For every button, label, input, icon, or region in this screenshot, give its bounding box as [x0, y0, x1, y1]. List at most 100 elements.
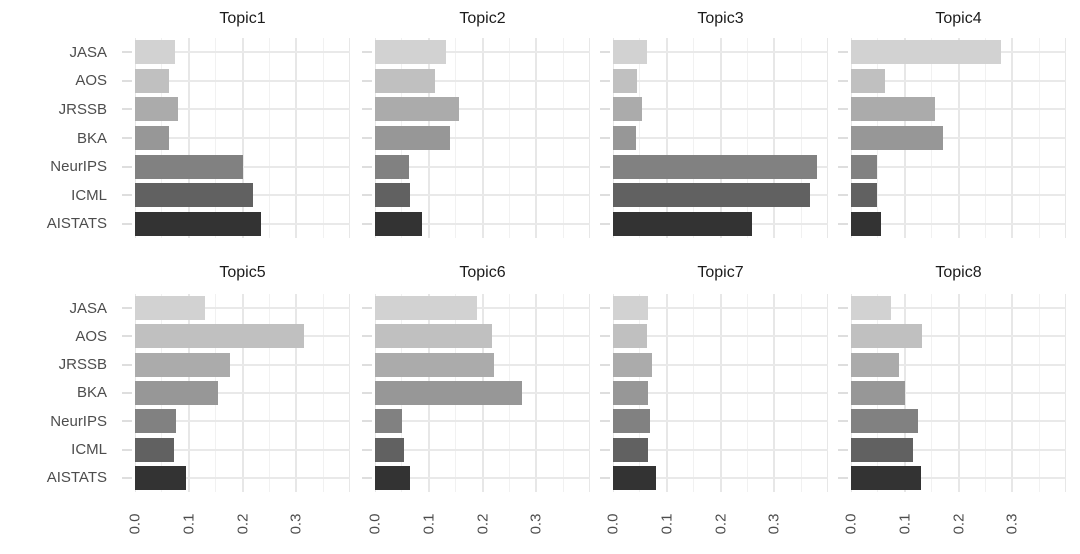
y-axis-label-aistats: AISTATS	[46, 469, 107, 487]
gridline-category	[851, 108, 1066, 111]
bar-topic7-jrssb	[613, 352, 653, 377]
y-axis-tick	[362, 165, 372, 168]
facet-title-topic3: Topic3	[697, 10, 744, 27]
y-axis-tick	[600, 307, 610, 310]
bar-topic7-jasa	[613, 296, 649, 321]
y-axis-label-neurips: NeurIPS	[50, 158, 107, 176]
bar-topic1-aistats	[135, 211, 262, 236]
gridline-category	[613, 448, 828, 451]
facet-panel-topic1	[135, 38, 350, 238]
gridline-category	[613, 392, 828, 394]
bar-topic7-bka	[613, 381, 649, 405]
gridline-category	[135, 79, 350, 82]
bar-topic7-neurips	[613, 409, 650, 434]
bar-topic4-bka	[851, 126, 943, 150]
gridline-category	[851, 222, 1066, 225]
facet-panel-topic2	[375, 38, 590, 238]
y-axis-tick	[838, 448, 848, 451]
y-axis-tick	[122, 448, 132, 451]
gridline-category	[375, 448, 590, 451]
bar-topic5-bka	[135, 381, 218, 405]
y-axis-tick	[122, 307, 132, 310]
facet-title-topic8: Topic8	[935, 264, 982, 281]
y-axis-tick	[362, 335, 372, 338]
x-axis-label: 0.2	[234, 513, 251, 535]
y-axis-label-aos: AOS	[75, 72, 107, 90]
facet-panel-topic5	[135, 294, 350, 492]
bar-topic4-aistats	[851, 211, 882, 236]
y-axis-label-bka: BKA	[76, 384, 107, 402]
y-axis-tick	[600, 165, 610, 168]
gridline-category	[851, 194, 1066, 197]
gridline-category	[851, 165, 1066, 168]
y-axis-labels: JASA AOS JRSSB BKA NeurIPS ICML AISTATS	[0, 38, 121, 238]
gridline-category	[851, 307, 1066, 310]
bar-topic3-jrssb	[613, 97, 643, 122]
bar-topic7-icml	[613, 437, 649, 462]
gridline-category	[135, 448, 350, 451]
gridline-category	[375, 194, 590, 197]
bar-topic7-aos	[613, 324, 648, 349]
gridline-category	[135, 108, 350, 111]
facet-title-topic7: Topic7	[697, 264, 744, 281]
x-axis-label: 0.3	[765, 513, 783, 535]
y-axis-tick	[600, 392, 610, 394]
y-axis-tick	[362, 392, 372, 394]
y-axis-tick	[362, 51, 372, 54]
facet-panel-topic3	[613, 38, 828, 238]
y-axis-label-icml: ICML	[71, 441, 107, 459]
y-axis-tick	[122, 137, 132, 139]
y-axis-tick	[838, 335, 848, 338]
y-axis-tick	[838, 137, 848, 139]
bar-topic1-neurips	[135, 154, 243, 179]
gridline-category	[375, 307, 590, 310]
bar-topic6-aistats	[375, 465, 410, 490]
bar-topic5-icml	[135, 437, 174, 462]
gridline-category	[851, 448, 1066, 451]
x-axis-label: 0.1	[658, 513, 676, 535]
y-axis-tick	[838, 420, 848, 423]
gridline-category	[375, 420, 590, 423]
facet-panel-topic6	[375, 294, 590, 492]
bar-topic2-aistats	[375, 211, 423, 236]
x-axis-label: 0.3	[527, 513, 545, 535]
y-axis-tick	[600, 51, 610, 54]
x-axis-label: 0.1	[420, 513, 438, 535]
gridline-category	[135, 420, 350, 423]
y-axis-label-jrssb: JRSSB	[58, 100, 107, 118]
y-axis-tick	[362, 448, 372, 451]
bar-topic6-jrssb	[375, 352, 495, 377]
gridline-category	[613, 420, 828, 423]
bar-topic5-jasa	[135, 296, 205, 321]
y-axis-tick	[838, 392, 848, 394]
y-axis-tick	[362, 79, 372, 82]
bar-topic1-bka	[135, 126, 169, 150]
y-axis-tick	[362, 363, 372, 366]
y-axis-tick	[362, 420, 372, 423]
facet-title-topic2: Topic2	[459, 10, 506, 27]
y-axis-tick	[122, 51, 132, 54]
facet-panel-topic4	[851, 38, 1066, 238]
bar-topic3-bka	[613, 126, 636, 150]
y-axis-label-bka: BKA	[76, 129, 107, 147]
x-axis-label: 0.3	[287, 513, 305, 535]
bar-topic7-aistats	[613, 465, 656, 490]
bar-topic6-icml	[375, 437, 405, 462]
facet-title-topic4: Topic4	[935, 10, 982, 27]
y-axis-tick	[122, 79, 132, 82]
gridline-category	[851, 392, 1066, 394]
y-axis-label-neurips: NeurIPS	[50, 412, 107, 430]
y-axis-tick	[362, 137, 372, 139]
facet-title-topic1: Topic1	[219, 10, 266, 27]
gridline-category	[375, 51, 590, 54]
gridline-category	[375, 79, 590, 82]
bar-topic2-bka	[375, 126, 450, 150]
x-axis-label: 0.0	[604, 513, 622, 535]
y-axis-label-aos: AOS	[75, 327, 107, 345]
y-axis-label-jrssb: JRSSB	[58, 356, 107, 374]
bar-topic2-icml	[375, 183, 411, 208]
y-axis-tick	[838, 476, 848, 479]
y-axis-tick	[838, 307, 848, 310]
y-axis-tick	[838, 51, 848, 54]
y-axis-tick	[838, 108, 848, 111]
